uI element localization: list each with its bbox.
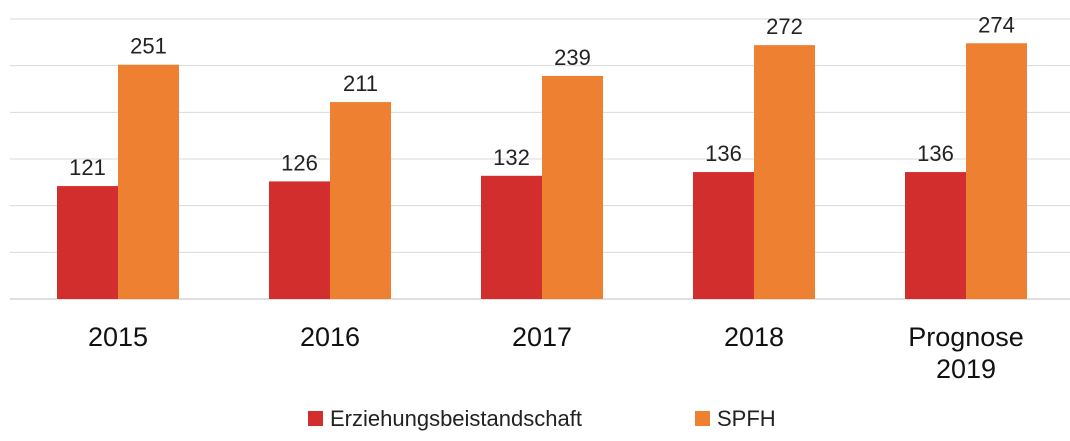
legend-label: Erziehungsbeistandschaft bbox=[330, 406, 582, 431]
value-label: 239 bbox=[554, 45, 591, 70]
value-label: 132 bbox=[493, 145, 530, 170]
value-label: 251 bbox=[130, 34, 167, 59]
value-label: 211 bbox=[343, 71, 378, 96]
bar bbox=[542, 75, 603, 299]
x-tick-label: 2017 bbox=[511, 322, 573, 352]
bar bbox=[905, 172, 966, 299]
x-tick-label: Prognose 2019 bbox=[908, 322, 1024, 384]
x-tick-label: 2018 bbox=[723, 322, 785, 352]
value-label: 126 bbox=[281, 150, 318, 175]
bar bbox=[754, 45, 815, 300]
x-tick-label: 2016 bbox=[299, 322, 361, 352]
legend-swatch bbox=[308, 411, 323, 426]
value-label: 274 bbox=[978, 12, 1015, 37]
value-label: 272 bbox=[766, 14, 803, 39]
value-label: 121 bbox=[69, 155, 106, 180]
value-label: 136 bbox=[917, 141, 954, 166]
bar bbox=[481, 175, 542, 299]
bar bbox=[693, 172, 754, 299]
legend-swatch bbox=[695, 411, 710, 426]
value-label: 136 bbox=[705, 141, 742, 166]
legend-label: SPFH bbox=[717, 406, 776, 431]
bar bbox=[57, 186, 118, 299]
bar bbox=[330, 102, 391, 299]
bar bbox=[269, 181, 330, 299]
bar bbox=[118, 64, 179, 299]
x-tick-label: 2015 bbox=[87, 322, 149, 352]
bar bbox=[966, 43, 1027, 300]
